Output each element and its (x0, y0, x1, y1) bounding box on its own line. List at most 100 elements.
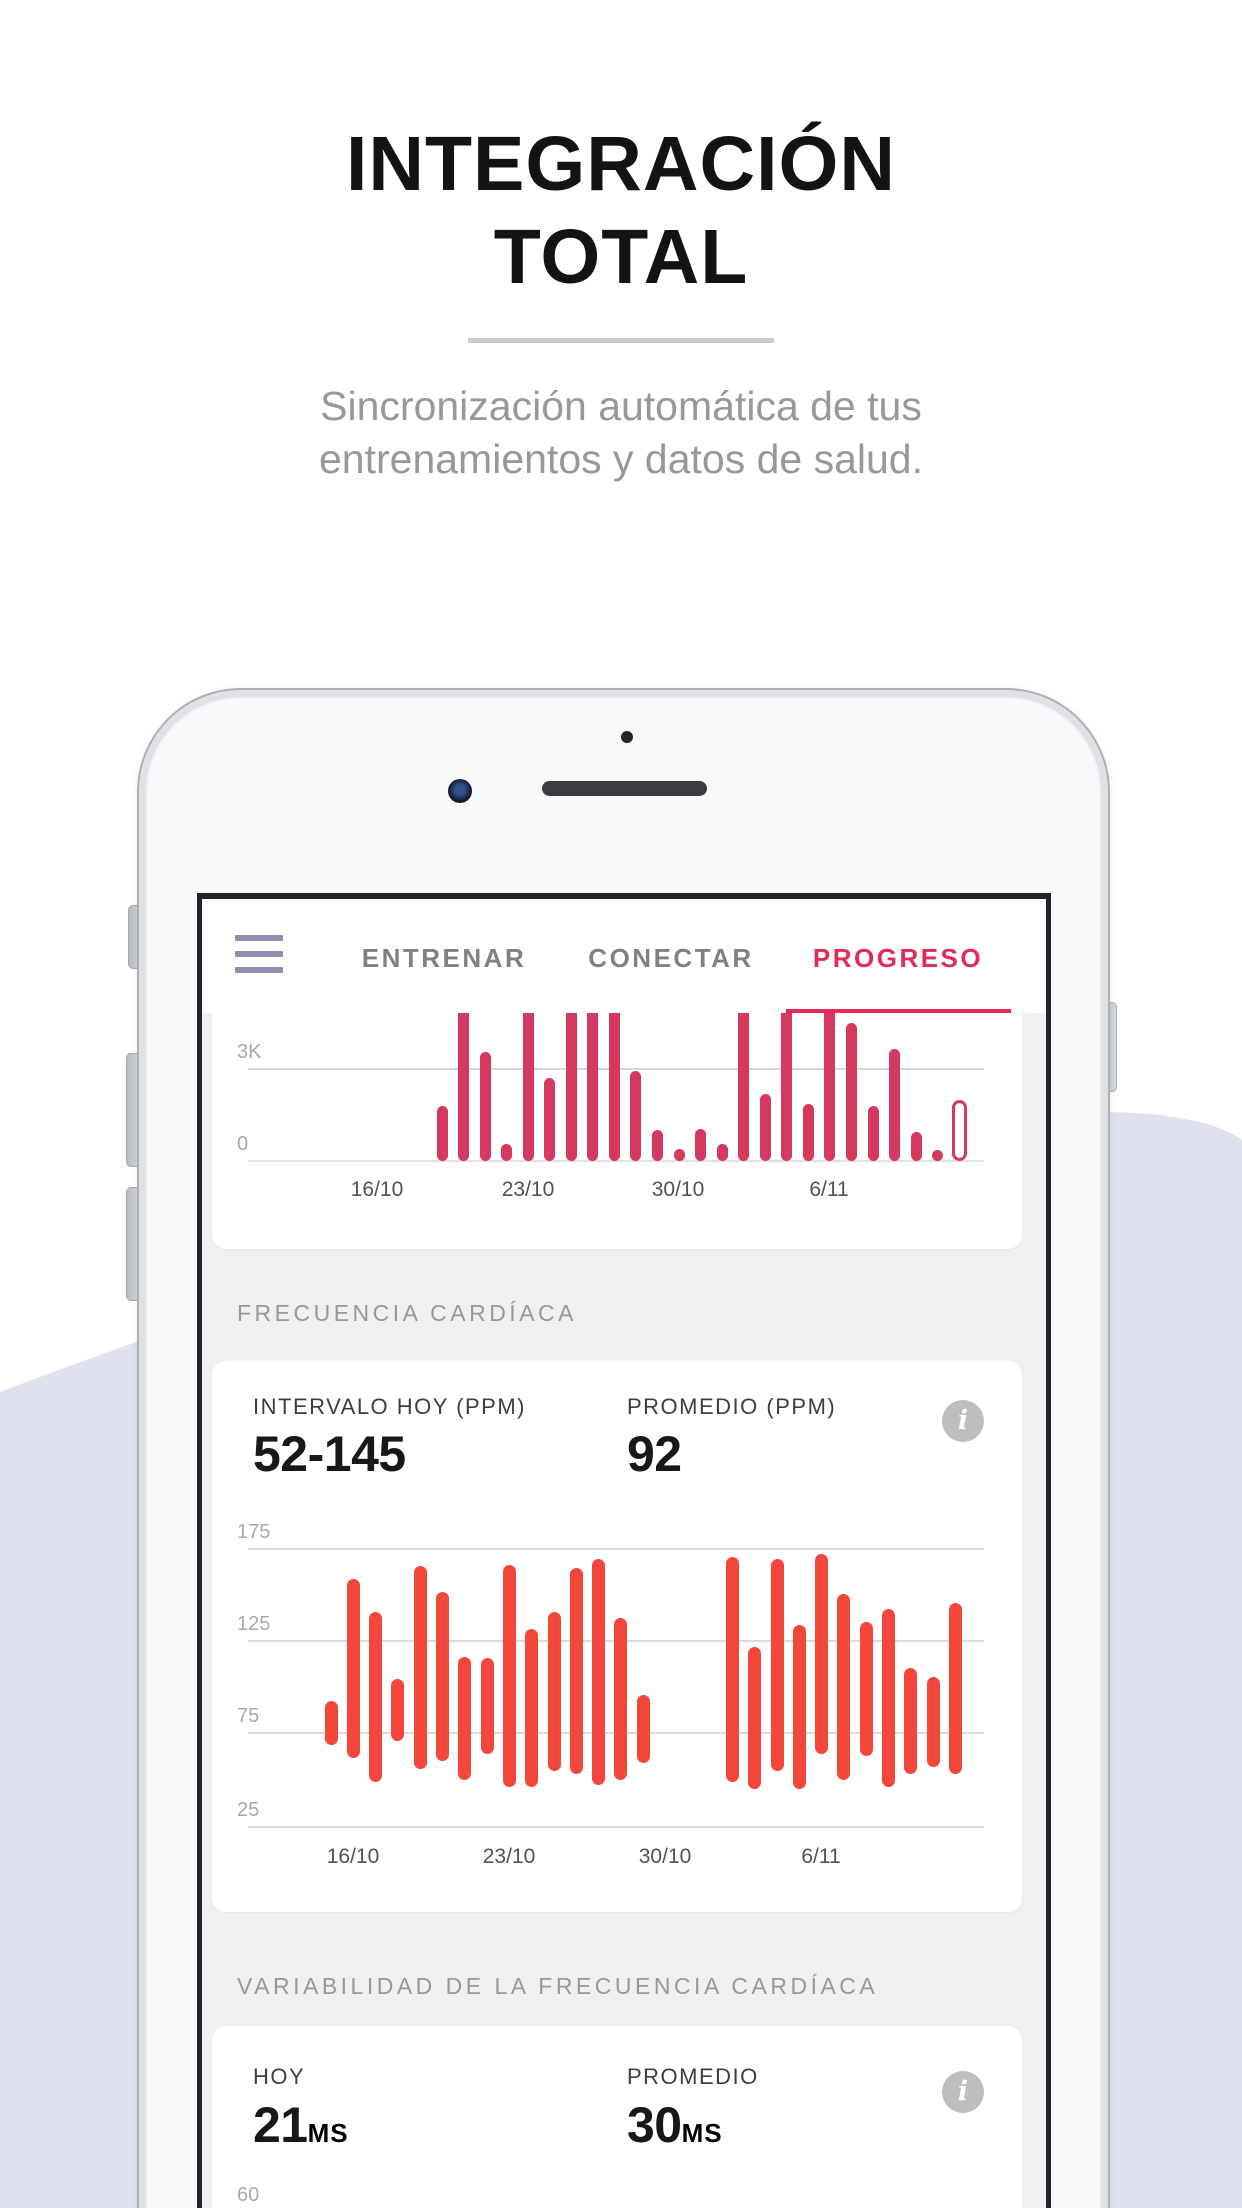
title-divider (468, 338, 774, 343)
hr-range-bar[interactable] (882, 1608, 895, 1788)
section-title-hrv: VARIABILIDAD DE LA FRECUENCIA CARDÍACA (237, 1973, 879, 1999)
hrv-card: HOY 21MS PROMEDIO 30MS i 60 (212, 2026, 1022, 2208)
info-icon[interactable]: i (942, 2071, 984, 2113)
earpiece-speaker (542, 781, 707, 796)
steps-bar[interactable] (587, 1013, 599, 1161)
steps-bar[interactable] (630, 1071, 642, 1161)
steps-bar[interactable] (479, 1052, 491, 1161)
hr-range-value: 52-145 (253, 1426, 406, 1482)
hrv-today-value: 21MS (253, 2097, 349, 2153)
info-icon[interactable]: i (942, 1400, 984, 1442)
x-tick-23-10: 23/10 (482, 1845, 536, 1868)
x-tick-30-10: 30/10 (638, 1845, 692, 1868)
hr-range-bar[interactable] (592, 1559, 606, 1786)
y-tick-3k: 3K (237, 1041, 262, 1063)
hr-range-bar[interactable] (547, 1612, 561, 1771)
hr-range-bar[interactable] (614, 1617, 628, 1780)
hr-range-bar[interactable] (748, 1647, 762, 1790)
steps-bar[interactable] (458, 1013, 470, 1161)
hr-range-bar[interactable] (324, 1700, 338, 1745)
steps-bar[interactable] (910, 1132, 922, 1161)
steps-bar[interactable] (932, 1150, 944, 1161)
hr-average-label: PROMEDIO (PPM) (627, 1394, 837, 1419)
steps-bar[interactable] (695, 1129, 707, 1161)
y-tick-75: 75 (237, 1705, 260, 1727)
hr-range-bar[interactable] (480, 1658, 494, 1755)
front-camera (448, 779, 472, 803)
hr-range-bar[interactable] (904, 1667, 918, 1775)
page-subtitle: Sincronización automática de tus entrena… (0, 380, 1242, 486)
gridline-zero (248, 1160, 984, 1162)
steps-bar[interactable] (889, 1049, 901, 1161)
page-title-line1: INTEGRACIÓN (346, 121, 896, 207)
hr-range-bar[interactable] (436, 1592, 449, 1762)
hr-range-bar[interactable] (792, 1625, 806, 1790)
hr-range-bar[interactable] (725, 1557, 739, 1782)
x-tick-6-11: 6/11 (809, 1178, 849, 1201)
steps-bar[interactable] (501, 1144, 513, 1161)
tab-progreso[interactable]: PROGRESO (812, 943, 984, 973)
hrv-average-unit: MS (681, 2118, 723, 2148)
steps-bar-today[interactable] (951, 1100, 967, 1161)
hrv-today-label: HOY (253, 2064, 306, 2089)
proximity-sensor-dot (621, 731, 633, 743)
hr-range-bar[interactable] (837, 1594, 851, 1780)
hr-range-bar[interactable] (502, 1564, 516, 1788)
steps-bar[interactable] (824, 1013, 836, 1161)
steps-bar[interactable] (673, 1149, 685, 1161)
hr-range-bar[interactable] (926, 1676, 940, 1767)
tab-entrenar[interactable]: ENTRENAR (361, 943, 527, 973)
hr-range-bar[interactable] (525, 1628, 539, 1788)
steps-bar[interactable] (522, 1013, 534, 1161)
hr-average-value: 92 (627, 1426, 682, 1482)
hr-range-bar[interactable] (569, 1568, 583, 1775)
x-tick-30-10: 30/10 (651, 1178, 705, 1201)
x-tick-16-10: 16/10 (326, 1845, 380, 1868)
hr-range-bar[interactable] (636, 1695, 650, 1764)
hr-range-bar[interactable] (815, 1553, 829, 1755)
page-subtitle-line1: Sincronización automática de tus (320, 383, 922, 429)
tab-conectar[interactable]: CONECTAR (588, 943, 754, 973)
y-tick-60: 60 (237, 2184, 260, 2206)
steps-bar[interactable] (759, 1094, 771, 1161)
y-tick-25: 25 (237, 1799, 260, 1821)
gridline-25 (248, 1826, 984, 1828)
app-screen: ENTRENAR CONECTAR PROGRESO 3K 0 16/10 23… (202, 899, 1046, 2208)
steps-bar[interactable] (781, 1013, 793, 1161)
steps-bar[interactable] (652, 1130, 663, 1161)
hr-range-bar[interactable] (413, 1566, 427, 1769)
steps-bar[interactable] (544, 1078, 556, 1161)
hrv-today-unit: MS (307, 2118, 349, 2148)
steps-bar[interactable] (867, 1106, 879, 1161)
page-title-line2: TOTAL (493, 214, 749, 300)
hamburger-menu-icon[interactable] (235, 935, 283, 973)
steps-bar[interactable] (716, 1144, 728, 1161)
app-navbar: ENTRENAR CONECTAR PROGRESO (202, 899, 1046, 1013)
y-tick-125: 125 (237, 1613, 271, 1635)
hr-range-bar[interactable] (346, 1579, 360, 1758)
hr-range-bar[interactable] (391, 1678, 405, 1742)
hr-range-bar[interactable] (369, 1612, 383, 1782)
hr-range-bar[interactable] (948, 1603, 962, 1775)
steps-bar[interactable] (436, 1106, 448, 1161)
y-tick-0: 0 (237, 1133, 249, 1155)
steps-bar[interactable] (802, 1104, 814, 1161)
hrv-average-value: 30MS (627, 2097, 723, 2153)
steps-bar[interactable] (738, 1013, 750, 1161)
hr-range-bar[interactable] (458, 1656, 472, 1780)
activity-chart-card: 3K 0 16/10 23/10 30/10 6/11 (212, 1013, 1022, 1249)
gridline-175 (248, 1548, 984, 1550)
steps-bar[interactable] (845, 1023, 857, 1161)
page-title: INTEGRACIÓN TOTAL (0, 118, 1242, 304)
hr-range-bar[interactable] (859, 1621, 873, 1756)
x-tick-6-11: 6/11 (801, 1845, 841, 1868)
section-title-heart-rate: FRECUENCIA CARDÍACA (237, 1300, 577, 1326)
x-tick-16-10: 16/10 (350, 1178, 404, 1201)
x-tick-23-10: 23/10 (501, 1178, 555, 1201)
hr-range-bar[interactable] (770, 1559, 784, 1771)
steps-bar[interactable] (565, 1013, 577, 1161)
page-subtitle-line2: entrenamientos y datos de salud. (319, 436, 923, 482)
heart-rate-card: INTERVALO HOY (PPM) 52-145 PROMEDIO (PPM… (212, 1361, 1022, 1912)
steps-bar[interactable] (608, 1013, 620, 1161)
